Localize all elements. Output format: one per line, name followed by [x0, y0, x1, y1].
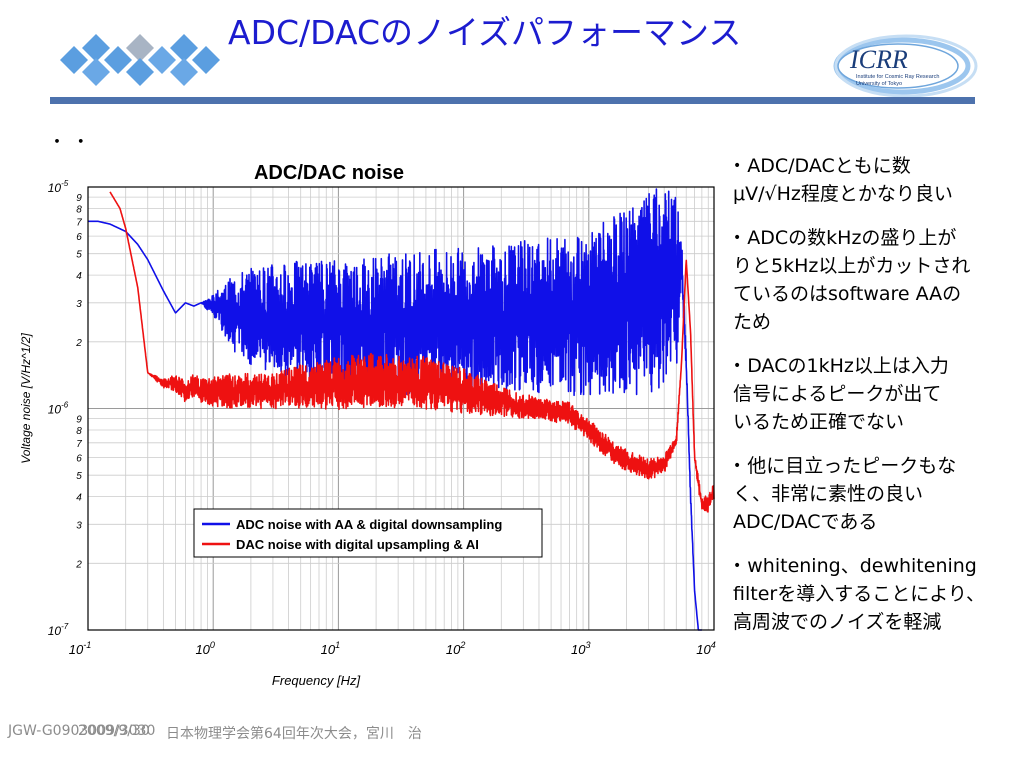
- note-item: • ADCの数kHzの盛り上が りと5kHz以上がカットされ ているのはsoftwar…: [733, 224, 1023, 336]
- y-minor-tick-label: 5: [76, 471, 82, 482]
- x-tick-label: 104: [696, 640, 715, 657]
- note-item: • whitening、dewhitening filterを導入することにより、高…: [733, 552, 1023, 636]
- diamond-logo-icon: [60, 34, 220, 86]
- y-minor-tick-label: 4: [76, 271, 82, 282]
- bullet-dots: ・ ・: [48, 132, 90, 153]
- y-minor-tick-label: 2: [75, 559, 82, 570]
- y-tick-label: 10-6: [48, 401, 69, 417]
- slide-title: ADC/DACのノイズパフォーマンス: [228, 13, 742, 52]
- y-minor-tick-label: 2: [75, 338, 82, 349]
- footer-event: 日本物理学会第64回年次大会，宮川 治: [166, 726, 422, 742]
- legend-box: [193, 508, 543, 558]
- y-minor-tick-label: 4: [76, 493, 82, 504]
- note-text: 高周波でのノイズを軽減: [733, 611, 942, 633]
- notes-panel: • ADC/DACともに数 μV/√Hz程度とかなり良い • ADCの数kHzの盛り上が…: [733, 152, 1023, 652]
- note-text: りと5kHz以上がカットされ: [733, 255, 971, 277]
- x-axis-label: Frequency [Hz]: [272, 673, 361, 688]
- adc-series: [87, 188, 703, 631]
- y-minor-tick-label: 5: [76, 250, 82, 261]
- note-line: ADC/DACである: [733, 508, 1023, 536]
- plot-frame: [87, 186, 715, 631]
- header-divider: [50, 97, 975, 104]
- note-line: いるため正確でない: [733, 408, 1023, 436]
- y-minor-tick-label: 8: [76, 426, 82, 437]
- bullet-icon: •: [733, 230, 742, 246]
- note-line: • whitening、dewhitening: [733, 552, 1023, 580]
- note-text: ADCの数kHzの盛り上が: [747, 227, 957, 249]
- y-tick-label: 10-7: [48, 622, 69, 638]
- note-line: μV/√Hz程度とかなり良い: [733, 180, 1023, 208]
- note-item: • ADC/DACともに数 μV/√Hz程度とかなり良い: [733, 152, 1023, 208]
- icrr-logo: ICRR Institute for Cosmic Ray Research U…: [833, 34, 978, 98]
- bullet-icon: •: [733, 458, 742, 474]
- note-item: • DACの1kHz以上は入力信号によるピークが出て いるため正確でない: [733, 352, 1023, 436]
- note-text: filterを導入することにより、: [733, 583, 986, 605]
- note-line: • ADCの数kHzの盛り上が: [733, 224, 1023, 252]
- note-text: 信号によるピークが出て: [733, 383, 942, 405]
- note-text: μV/√Hz程度とかなり良い: [733, 183, 953, 205]
- chart-legend: ADC noise with AA & digital downsampling…: [193, 508, 543, 558]
- note-line: filterを導入することにより、: [733, 580, 1023, 608]
- note-item: • 他に目立ったピークもなく、非常に素性の良い ADC/DACである: [733, 452, 1023, 536]
- note-text: whitening、dewhitening: [747, 555, 977, 577]
- note-line: く、非常に素性の良い: [733, 480, 1023, 508]
- svg-text:University of Tokyo: University of Tokyo: [856, 81, 902, 87]
- note-text: ため: [733, 311, 772, 333]
- bullet-icon: •: [733, 558, 742, 574]
- footer-date: 2009/9/30: [78, 723, 150, 739]
- y-minor-tick-label: 3: [76, 299, 82, 310]
- x-tick-label: 100: [195, 640, 214, 657]
- bullet-icon: •: [733, 158, 742, 174]
- svg-text:ICRR: ICRR: [849, 45, 908, 74]
- y-minor-tick-label: 8: [76, 204, 82, 215]
- note-line: ているのはsoftware AAの: [733, 280, 1023, 308]
- legend-label: DAC noise with digital upsampling & AI: [236, 537, 479, 552]
- note-text: いるため正確でない: [733, 411, 905, 433]
- x-tick-label: 103: [571, 640, 590, 657]
- x-tick-label: 101: [321, 640, 340, 657]
- diamond-pattern: [60, 34, 220, 86]
- legend-label: ADC noise with AA & digital downsampling: [236, 517, 502, 532]
- note-text: DACの1kHz以上は入力: [747, 355, 949, 377]
- note-line: • 他に目立ったピークもな: [733, 452, 1023, 480]
- chart-title: ADC/DAC noise: [254, 162, 404, 184]
- note-text: ADC/DACともに数: [747, 155, 911, 177]
- y-minor-tick-label: 6: [76, 232, 82, 243]
- x-tick-label: 102: [446, 640, 465, 657]
- chart-background: [8, 152, 726, 692]
- y-minor-tick-label: 3: [76, 520, 82, 531]
- dac-series: [109, 191, 715, 513]
- y-minor-tick-label: 9: [76, 193, 82, 204]
- note-line: 高周波でのノイズを軽減: [733, 608, 1023, 636]
- note-line: ため: [733, 308, 1023, 336]
- adc-noise-line: [87, 188, 703, 631]
- note-line: • ADC/DACともに数: [733, 152, 1023, 180]
- y-minor-tick-label: 7: [76, 217, 82, 228]
- noise-chart: 10-1 100 101 102 103 10410-510-610-7987654329…: [8, 152, 726, 692]
- bullet-icon: •: [733, 358, 742, 374]
- svg-text:Institute for Cosmic Ray Resea: Institute for Cosmic Ray Research: [856, 74, 939, 80]
- note-text: く、非常に素性の良い: [733, 483, 924, 505]
- x-tick-label: 10-1: [69, 640, 91, 657]
- note-line: • DACの1kHz以上は入力: [733, 352, 1023, 380]
- note-line: 信号によるピークが出て: [733, 380, 1023, 408]
- dac-noise-line: [109, 191, 715, 513]
- footer-doc-id: JGW-G0903009/3030: [8, 723, 156, 739]
- y-minor-tick-label: 7: [76, 439, 82, 450]
- y-minor-tick-label: 6: [76, 454, 82, 465]
- note-line: りと5kHz以上がカットされ: [733, 252, 1023, 280]
- note-text: 他に目立ったピークもな: [747, 455, 957, 477]
- y-tick-label: 10-5: [48, 179, 69, 195]
- y-axis-label: Voltage noise [V/Hz^1/2]: [19, 333, 33, 464]
- note-text: ているのはsoftware AAの: [733, 283, 962, 305]
- y-minor-tick-label: 9: [76, 415, 82, 426]
- note-text: ADC/DACである: [733, 511, 878, 533]
